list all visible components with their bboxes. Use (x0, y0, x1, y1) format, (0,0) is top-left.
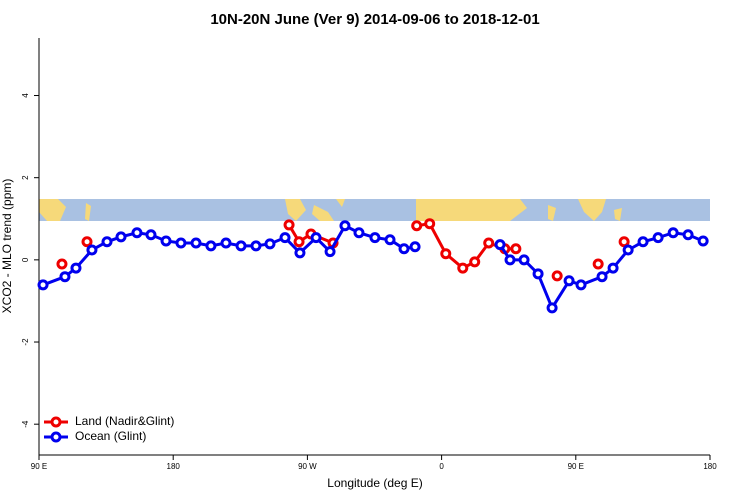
data-point (637, 236, 649, 248)
data-point (235, 240, 247, 252)
data-point (250, 240, 262, 252)
data-point (37, 279, 49, 291)
data-point (411, 220, 423, 232)
data-point (592, 258, 604, 270)
data-point (324, 246, 336, 258)
data-point (190, 237, 202, 249)
data-point (205, 240, 217, 252)
data-point (56, 258, 68, 270)
data-point (283, 219, 295, 231)
x-tick-label: 180 (703, 462, 717, 471)
data-point (145, 229, 157, 241)
data-point (101, 236, 113, 248)
y-tick-label: 2 (21, 175, 30, 180)
data-point (59, 271, 71, 283)
data-point (424, 218, 436, 230)
data-point (70, 262, 82, 274)
data-point (532, 268, 544, 280)
data-point (494, 239, 506, 251)
data-point (483, 237, 495, 249)
data-point (607, 262, 619, 274)
y-tick-label: 4 (21, 93, 30, 98)
x-tick-label: 90 W (298, 462, 317, 471)
data-point (310, 232, 322, 244)
y-tick-label: -4 (21, 420, 30, 428)
data-point (293, 236, 305, 248)
data-point (220, 237, 232, 249)
data-point (398, 243, 410, 255)
x-tick-label: 0 (439, 462, 444, 471)
data-point (551, 270, 563, 282)
data-point (384, 234, 396, 246)
data-point (469, 256, 481, 268)
y-tick-label: 0 (21, 257, 30, 262)
data-point (618, 236, 630, 248)
data-point (369, 232, 381, 244)
data-point (457, 262, 469, 274)
data-point (440, 248, 452, 260)
data-point (339, 220, 351, 232)
legend-marker (50, 431, 62, 443)
legend-label: Ocean (Glint) (75, 429, 146, 443)
data-point (279, 232, 291, 244)
data-point (353, 227, 365, 239)
y-axis-label: XCO2 - MLO trend (ppm) (0, 179, 14, 314)
data-point (86, 244, 98, 256)
data-point (115, 231, 127, 243)
data-point (518, 254, 530, 266)
data-point (175, 237, 187, 249)
chart-title: 10N-20N June (Ver 9) 2014-09-06 to 2018-… (210, 11, 539, 28)
y-tick-label: -2 (21, 338, 30, 346)
data-point (575, 279, 587, 291)
data-point (160, 235, 172, 247)
x-tick-label: 180 (167, 462, 181, 471)
data-point (563, 275, 575, 287)
series-line (287, 224, 334, 245)
legend-label: Land (Nadir&Glint) (75, 414, 174, 428)
data-point (622, 244, 634, 256)
data-point (504, 254, 516, 266)
series-line (498, 231, 704, 312)
x-axis-label: Longitude (deg E) (327, 476, 422, 490)
data-point (652, 232, 664, 244)
map-strip (39, 199, 710, 221)
data-point (131, 227, 143, 239)
x-tick-label: 90 E (568, 462, 584, 471)
data-point (596, 271, 608, 283)
legend-marker (50, 416, 62, 428)
data-point (682, 229, 694, 241)
data-point (294, 247, 306, 259)
data-point (667, 227, 679, 239)
data-point (546, 302, 558, 314)
x-tick-label: 90 E (31, 462, 47, 471)
data-point (510, 243, 522, 255)
data-point (697, 235, 709, 247)
data-point (264, 238, 276, 250)
data-point (409, 241, 421, 253)
data-point (81, 236, 93, 248)
